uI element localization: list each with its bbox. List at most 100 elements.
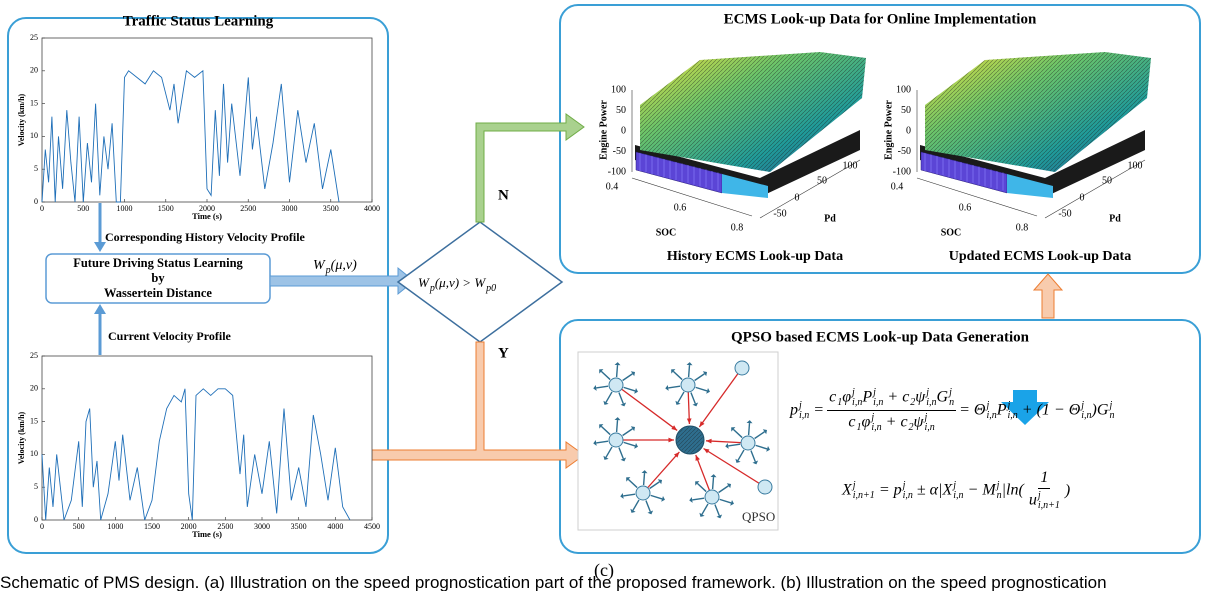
formula: Xji,n+1 = pji,n ± α|Xji,n − Mjn|ln( 1uji… bbox=[842, 470, 1070, 511]
z-tick-label: 50 bbox=[616, 105, 626, 116]
fraction: c 1φji,nPji,n + c 2ψji,nGjnc 1φji,n + c … bbox=[827, 388, 956, 433]
axis-label: SOC bbox=[941, 227, 962, 238]
formula-part: pji,n = bbox=[790, 401, 824, 421]
z-tick-label: 100 bbox=[611, 84, 626, 95]
y-tick-label: 5 bbox=[34, 482, 38, 491]
axis-label: Pd bbox=[1109, 213, 1121, 224]
x-tick-label: 500 bbox=[73, 522, 85, 531]
particle bbox=[681, 378, 695, 392]
x-tick-label: 500 bbox=[77, 204, 89, 213]
box-text: Future Driving Status Learning bbox=[73, 256, 243, 270]
velocity-arrow bbox=[689, 365, 690, 377]
branch-label: Y bbox=[498, 345, 509, 361]
x-tick-label: 1000 bbox=[107, 522, 123, 531]
condition: W p(μ,v) > W p0 bbox=[418, 274, 496, 294]
y-tick-label: -50 bbox=[1058, 208, 1071, 219]
formula-part: ) bbox=[1065, 483, 1070, 499]
axis-label: Engine Power bbox=[598, 100, 609, 160]
y-tick-label: 0 bbox=[795, 192, 800, 203]
particle bbox=[609, 378, 623, 392]
x-tick-label: 0.4 bbox=[606, 181, 619, 192]
formula: pji,n = c 1φji,nPji,n + c 2ψji,nGjnc 1φj… bbox=[790, 388, 1114, 433]
best-position-dots bbox=[677, 427, 703, 453]
x-tick-label: 3500 bbox=[291, 522, 307, 531]
formula-part: 1 bbox=[1038, 470, 1050, 489]
y-tick-label: 50 bbox=[817, 175, 827, 186]
x-tick-label: 3000 bbox=[282, 204, 298, 213]
y-tick-label: 10 bbox=[30, 131, 38, 140]
z-tick-label: 0 bbox=[621, 125, 626, 136]
surface-plot: 100 50 0 -50 -100 0.4 0.6 0.8 -50 0 50 100 SOC Pd Engi… bbox=[883, 52, 1151, 264]
velocity-arrow bbox=[749, 423, 750, 435]
x-tick-label: 0.4 bbox=[891, 181, 904, 192]
velocity-arrow bbox=[713, 477, 714, 489]
z-tick-label: 50 bbox=[901, 105, 911, 116]
particle bbox=[636, 486, 650, 500]
y-tick-label: 20 bbox=[30, 384, 38, 393]
axis-label: Engine Power bbox=[883, 100, 894, 160]
y-tick-label: 100 bbox=[843, 160, 858, 171]
velocity-arrow bbox=[617, 420, 618, 432]
arrowhead bbox=[94, 304, 106, 314]
x-tick-label: 0 bbox=[40, 522, 44, 531]
arrow-up bbox=[1034, 274, 1062, 318]
surface-plot: 100500-50-1000.40.60.8-50050100SOCPdEngi… bbox=[598, 52, 866, 264]
arrow-label: W p(μ,v) bbox=[313, 256, 357, 276]
x-tick-label: 4500 bbox=[364, 522, 380, 531]
y-tick-label: 25 bbox=[30, 33, 38, 42]
y-tick-label: 50 bbox=[1102, 175, 1112, 186]
y-tick-label: 15 bbox=[30, 416, 38, 425]
x-tick-label: 0.8 bbox=[1016, 222, 1029, 233]
x-tick-label: 0.6 bbox=[959, 202, 972, 213]
x-axis-label: Time (s) bbox=[192, 529, 222, 539]
x-tick-label: 4000 bbox=[327, 522, 343, 531]
arrow-yes bbox=[372, 342, 584, 468]
particle bbox=[609, 433, 623, 447]
page: Traffic Status Learning ECMS Look-up Dat… bbox=[0, 0, 1209, 591]
y-tick-label: 0 bbox=[1080, 192, 1085, 203]
y-tick-label: 0 bbox=[34, 197, 38, 206]
axis-label: SOC bbox=[656, 227, 677, 238]
arrow-no bbox=[476, 114, 584, 222]
label: Current Velocity Profile bbox=[108, 329, 232, 343]
panel-title: Traffic Status Learning bbox=[123, 13, 274, 29]
panel-title: ECMS Look-up Data for Online Implementat… bbox=[724, 11, 1037, 27]
y-tick-label: 15 bbox=[30, 98, 38, 107]
fraction: 1uji,n+1 bbox=[1027, 470, 1062, 511]
y-tick-label: 10 bbox=[30, 449, 38, 458]
velocity-arrow bbox=[617, 365, 618, 377]
y-tick-label: 25 bbox=[30, 351, 38, 360]
z-tick-label: -100 bbox=[608, 166, 626, 177]
image-label: QPSO bbox=[742, 509, 775, 524]
z-tick-label: -50 bbox=[613, 146, 626, 157]
plot-caption: History ECMS Look-up Data bbox=[667, 249, 843, 264]
z-tick-label: -100 bbox=[893, 166, 911, 177]
x-tick-label: 2500 bbox=[240, 204, 256, 213]
axis-label: Pd bbox=[824, 213, 836, 224]
box-text: Wassertein Distance bbox=[104, 286, 212, 300]
particle bbox=[735, 361, 749, 375]
z-tick-label: 0 bbox=[906, 125, 911, 136]
y-axis-label: Velocity (km/h) bbox=[17, 411, 26, 464]
x-tick-label: 0 bbox=[40, 204, 44, 213]
x-tick-label: 0.6 bbox=[674, 202, 687, 213]
x-tick-label: 1500 bbox=[158, 204, 174, 213]
z-tick-label: -50 bbox=[898, 146, 911, 157]
x-tick-label: 3500 bbox=[323, 204, 339, 213]
z-tick-label: 100 bbox=[896, 84, 911, 95]
panel-title: QPSO based ECMS Look-up Data Generation bbox=[731, 329, 1030, 345]
y-tick-label: 0 bbox=[34, 515, 38, 524]
box-text: by bbox=[151, 271, 165, 285]
velocity-arrow bbox=[644, 473, 645, 485]
x-tick-label: 1000 bbox=[117, 204, 133, 213]
y-tick-label: -50 bbox=[773, 208, 786, 219]
formula-part: Xji,n+1 = pji,n ± α|Xji,n − Mjn|ln( bbox=[842, 481, 1024, 501]
x-axis-label: Time (s) bbox=[192, 211, 222, 221]
x-tick-label: 1500 bbox=[144, 522, 160, 531]
y-tick-label: 100 bbox=[1128, 160, 1143, 171]
caption: Schematic of PMS design. (a) Illustratio… bbox=[0, 573, 1209, 591]
particle bbox=[705, 490, 719, 504]
